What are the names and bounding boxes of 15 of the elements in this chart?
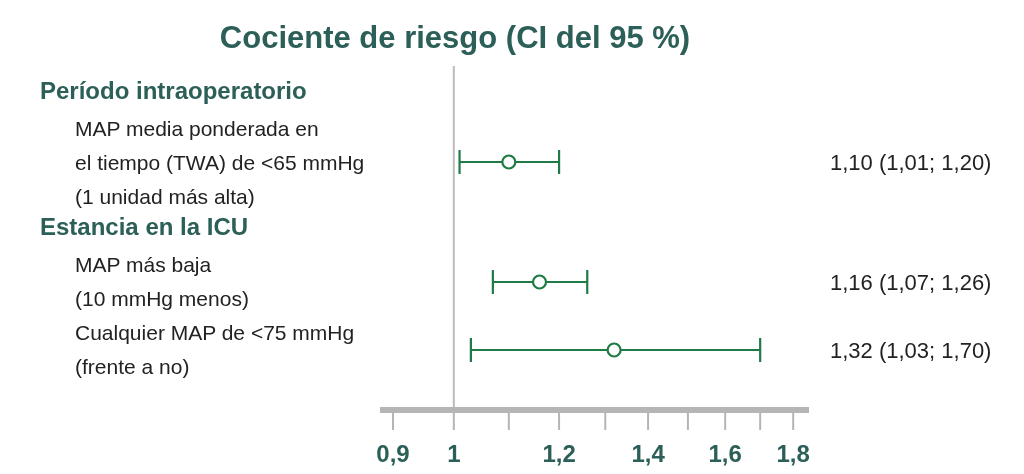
- y-tick-label: MAP media ponderada en el tiempo (TWA) de <65 mmHg (1 unidad más alta): [75, 116, 365, 208]
- x-tick-label: 1,2: [542, 440, 576, 467]
- text: Período intraoperatorio: [40, 77, 307, 104]
- x-tick-label: 1,4: [631, 440, 666, 467]
- x-tick-label: 1,6: [708, 440, 742, 467]
- x-tick-label: 1: [447, 440, 461, 467]
- x-tick-label: 1,8: [776, 440, 810, 467]
- text: Estancia en la ICU: [40, 213, 249, 240]
- y-tick-label: MAP más baja (10 mmHg menos): [75, 252, 249, 310]
- data-label: 1,16 (1,07; 1,26): [830, 270, 992, 295]
- data-label: 1,10 (1,01; 1,20): [830, 150, 992, 175]
- chart-title: Cociente de riesgo (CI del 95 %): [219, 20, 691, 55]
- data-label: 1,32 (1,03; 1,70): [830, 338, 992, 363]
- y-tick-label: Cualquier MAP de <75 mmHg (frente a no): [75, 320, 355, 378]
- x-tick-label: 0,9: [376, 440, 410, 467]
